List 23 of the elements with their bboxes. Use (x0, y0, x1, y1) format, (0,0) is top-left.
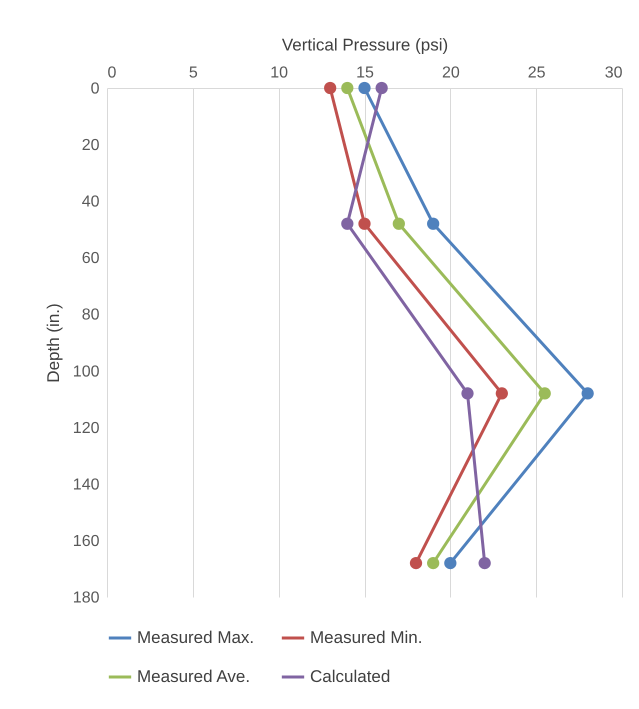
legend-label: Measured Max. (137, 628, 254, 647)
y-tick-label: 80 (82, 306, 100, 324)
x-tick-label: 10 (270, 64, 288, 82)
y-tick-label: 140 (72, 476, 100, 494)
y-tick-label: 100 (72, 363, 100, 380)
legend-label: Measured Ave. (137, 667, 250, 686)
y-tick-label: 180 (72, 590, 100, 606)
x-tick-label: 25 (528, 64, 546, 82)
x-tick-label: 15 (356, 64, 374, 82)
x-tick-label: 20 (442, 64, 460, 82)
legend-label: Calculated (310, 667, 390, 686)
y-axis-title: Depth (in.) (44, 303, 63, 383)
y-tick-label: 160 (72, 532, 100, 550)
y-tick-label: 0 (90, 80, 100, 98)
legend-label: Measured Min. (310, 628, 422, 647)
x-axis-title: Vertical Pressure (psi) (282, 36, 448, 54)
y-tick-label: 40 (82, 194, 100, 211)
x-tick-label: 30 (604, 64, 623, 82)
y-tick-label: 60 (82, 250, 100, 268)
x-tick-label: 0 (108, 64, 116, 82)
y-tick-label: 20 (82, 137, 100, 154)
y-tick-label: 120 (72, 420, 100, 437)
x-tick-label: 5 (188, 64, 198, 82)
